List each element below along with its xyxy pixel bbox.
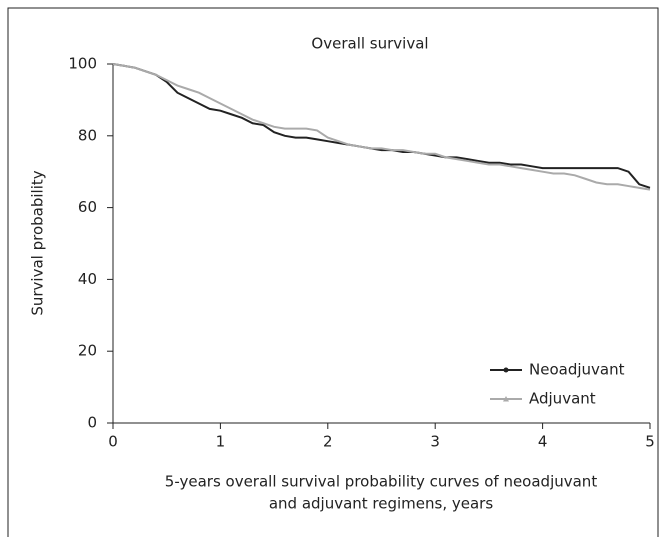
- survival-curve: [112, 63, 651, 189]
- legend-label: Neoadjuvant: [529, 361, 625, 379]
- legend-marker: [503, 396, 509, 402]
- x-tick-label: 5: [645, 433, 655, 451]
- x-tick-label: 1: [216, 433, 226, 451]
- x-tick-label: 4: [538, 433, 548, 451]
- x-tick-label: 3: [430, 433, 440, 451]
- frame: [7, 7, 659, 537]
- legend-marker: [503, 367, 509, 373]
- y-tick-label: 60: [78, 198, 97, 216]
- x-tick-label: 2: [323, 433, 333, 451]
- y-axis-label: Survival probability: [29, 170, 47, 315]
- y-tick-label: 100: [68, 55, 97, 73]
- x-axis-label: 5-years overall survival probability cur…: [165, 473, 598, 491]
- y-tick-label: 0: [87, 414, 97, 432]
- y-tick-label: 20: [78, 342, 97, 360]
- y-tick-label: 80: [78, 126, 97, 144]
- x-tick-label: 0: [108, 433, 118, 451]
- y-tick-label: 40: [78, 270, 97, 288]
- x-axis-label: and adjuvant regimens, years: [269, 495, 494, 513]
- survival-curve: [112, 63, 651, 191]
- chart-title: Overall survival: [311, 35, 428, 53]
- legend-label: Adjuvant: [529, 390, 596, 408]
